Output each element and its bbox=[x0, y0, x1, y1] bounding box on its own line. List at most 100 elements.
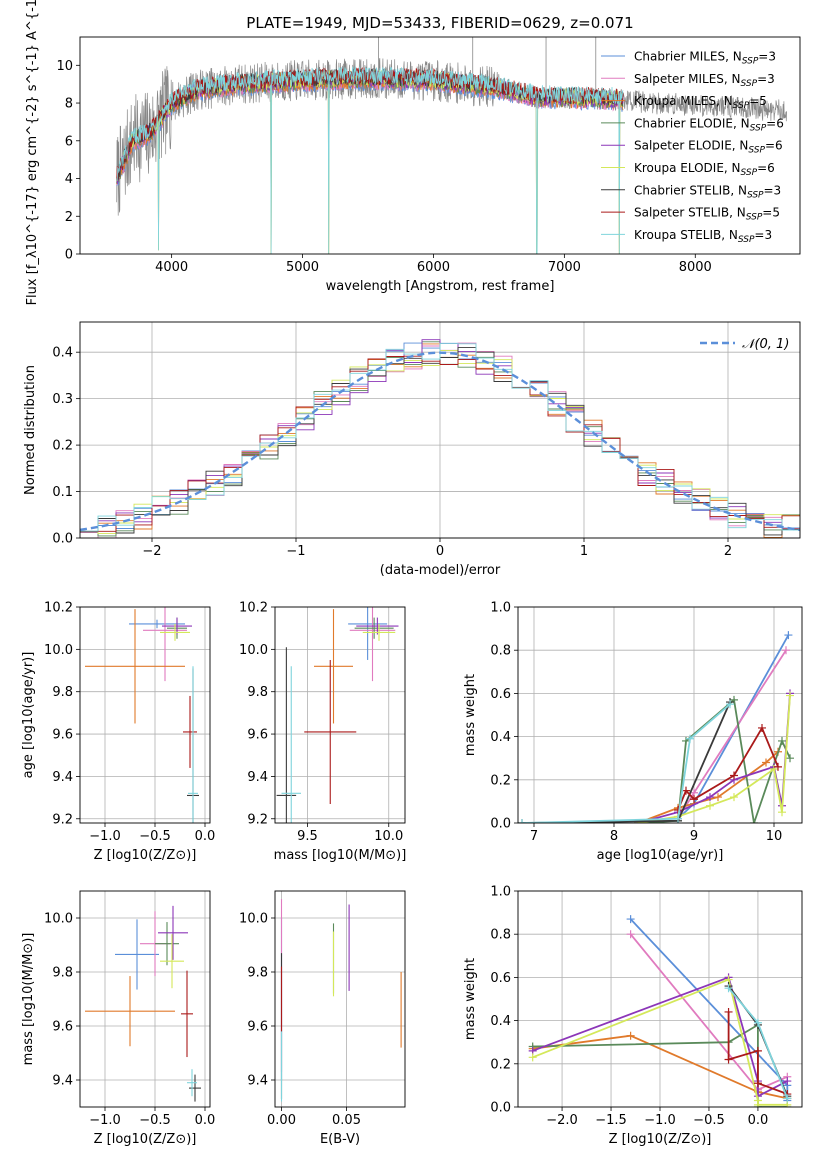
series-marker bbox=[626, 915, 635, 924]
errorbar-point-s6 bbox=[160, 934, 184, 989]
y-tick-label: 9.4 bbox=[52, 1074, 73, 1089]
series-marker bbox=[724, 1007, 733, 1016]
axes-frame bbox=[79, 606, 211, 824]
x-tick-label: 8 bbox=[610, 829, 618, 844]
legend-entry: 𝒩(0, 1) bbox=[742, 337, 789, 352]
series-line bbox=[521, 701, 731, 823]
y-tick-label: 8 bbox=[65, 97, 73, 112]
y-tick-label: 0.4 bbox=[490, 730, 511, 745]
series-line bbox=[637, 695, 791, 823]
grid bbox=[518, 890, 802, 1108]
mass-weight-series-s9 bbox=[518, 700, 734, 823]
series-marker bbox=[690, 795, 698, 804]
series-marker bbox=[626, 930, 635, 939]
spectrum-legend: Chabrier MILES, NSSP=3 Salpeter MILES, NS… bbox=[601, 50, 784, 245]
x-tick-label: 0.00 bbox=[267, 1113, 296, 1128]
y-axis-label: mass weight bbox=[463, 674, 478, 756]
y-tick-label: 0.2 bbox=[52, 439, 73, 454]
legend-entry: Salpeter ELODIE, NSSP=6 bbox=[634, 139, 783, 156]
series-marker bbox=[724, 1055, 733, 1064]
x-tick-label: 10 bbox=[766, 829, 783, 844]
errorbar-point-s7 bbox=[276, 647, 297, 823]
x-tick-label: 7000 bbox=[548, 260, 581, 275]
plot-area bbox=[518, 631, 794, 823]
x-tick-label: −2.0 bbox=[546, 1113, 578, 1128]
mass-weight-series-s1 bbox=[674, 631, 793, 823]
legend-entry: Chabrier MILES, NSSP=3 bbox=[634, 50, 776, 67]
axes: 7 8 9 10 0.0 0.2 0.4 0.6 0.8 1.0 age [log10(age/yr… bbox=[463, 601, 803, 863]
axes: −2.0 −1.5 −1.0 −0.5 0.0 0.0 0.2 0.4 0.6 0.8 1.0 Z [… bbox=[463, 885, 803, 1147]
errorbar-point-s1 bbox=[129, 619, 185, 629]
y-tick-label: 0.1 bbox=[52, 485, 73, 500]
y-tick-label: 9.6 bbox=[247, 728, 268, 743]
y-tick-label: 0.2 bbox=[490, 773, 511, 788]
errorbar-point-s4 bbox=[354, 617, 394, 639]
x-tick-label: 5000 bbox=[286, 260, 319, 275]
errorbar-point-s9 bbox=[281, 666, 301, 823]
series-marker bbox=[518, 819, 526, 823]
mass_weight_vs_Z-chart: −2.0 −1.5 −1.0 −0.5 0.0 0.0 0.2 0.4 0.6 0.8 1.0 Z [… bbox=[463, 885, 803, 1147]
y-tick-label: 0.4 bbox=[490, 1014, 511, 1029]
grid bbox=[275, 891, 405, 1107]
x-axis-label: Z [log10(Z/Z⊙)] bbox=[94, 1132, 197, 1147]
errorbar-point-s5 bbox=[162, 617, 192, 635]
plot-area bbox=[116, 37, 787, 254]
series-marker bbox=[674, 814, 682, 823]
x-tick-label: 0.0 bbox=[195, 829, 216, 844]
x-tick-label: 7 bbox=[530, 829, 538, 844]
series-marker bbox=[726, 700, 734, 709]
grid bbox=[275, 606, 405, 823]
x-tick-label: 4000 bbox=[155, 260, 188, 275]
legend-entry: Chabrier STELIB, NSSP=3 bbox=[634, 183, 781, 200]
y-tick-label: 9.8 bbox=[52, 966, 73, 981]
mass_vs_ebv-chart: 0.00 0.05 9.4 9.6 9.8 10.0 E(B-V) bbox=[239, 890, 406, 1147]
y-tick-label: 9.4 bbox=[247, 770, 268, 785]
axes: 4000 5000 6000 7000 8000 0 2 4 6 8 10 wavelength [A… bbox=[25, 0, 801, 305]
x-tick-label: −1 bbox=[286, 544, 305, 559]
series-marker bbox=[786, 754, 794, 763]
y-tick-label: 0.0 bbox=[490, 1101, 511, 1116]
x-tick-label: −1.5 bbox=[595, 1113, 627, 1128]
y-tick-label: 0.6 bbox=[490, 971, 511, 986]
errorbar-point-s8 bbox=[304, 659, 357, 804]
y-tick-label: 10.0 bbox=[44, 643, 73, 658]
errorbar-point-s2 bbox=[349, 607, 396, 682]
y-tick-label: 9.2 bbox=[52, 812, 73, 827]
y-tick-label: 10.2 bbox=[239, 601, 268, 616]
y-tick-label: 9.2 bbox=[247, 812, 268, 827]
series-marker bbox=[682, 786, 690, 795]
errorbar-point-s8 bbox=[181, 970, 193, 1058]
x-tick-label: 1 bbox=[580, 544, 588, 559]
axes: −2 −1 0 1 2 0.0 0.1 0.2 0.3 0.4 (data-model)/error… bbox=[23, 321, 801, 578]
residual-legend: 𝒩(0, 1) bbox=[700, 337, 789, 352]
legend-entry: Chabrier ELODIE, NSSP=6 bbox=[634, 116, 784, 133]
y-axis-label: Flux [f_λ10^{-17} erg cm^{-2} s^{-1} A^{… bbox=[25, 0, 40, 305]
errorbar-point-s6 bbox=[160, 623, 190, 641]
errorbar-point-s1 bbox=[348, 607, 388, 660]
x-tick-label: −1.0 bbox=[89, 1113, 121, 1128]
y-axis-label: mass weight bbox=[463, 958, 478, 1040]
x-axis-label: mass [log10(M/M⊙)] bbox=[274, 848, 407, 863]
y-tick-label: 0.4 bbox=[52, 346, 73, 361]
residual-histogram-s8 bbox=[80, 355, 800, 532]
y-tick-label: 1.0 bbox=[490, 601, 511, 616]
x-axis-label: wavelength [Angstrom, rest frame] bbox=[326, 279, 555, 294]
legend-entry: Kroupa MILES, NSSP=5 bbox=[634, 94, 767, 111]
x-axis-label: (data-model)/error bbox=[380, 563, 501, 578]
y-tick-label: 9.4 bbox=[52, 770, 73, 785]
series-marker bbox=[686, 734, 694, 743]
y-tick-label: 9.6 bbox=[52, 1020, 73, 1035]
series-line bbox=[521, 703, 731, 823]
x-tick-label: −1.0 bbox=[644, 1113, 676, 1128]
series-marker bbox=[758, 723, 766, 732]
series-marker bbox=[753, 1100, 762, 1107]
x-tick-label: 8000 bbox=[679, 260, 712, 275]
axes: 0.00 0.05 9.4 9.6 9.8 10.0 E(B-V) bbox=[239, 890, 406, 1147]
x-tick-label: 0.0 bbox=[748, 1113, 769, 1128]
y-tick-label: 9.8 bbox=[247, 966, 268, 981]
axes: 9.5 10.0 9.2 9.4 9.6 9.8 10.0 10.2 mass [log10(M… bbox=[239, 601, 406, 864]
y-tick-label: 0.8 bbox=[490, 644, 511, 659]
y-tick-label: 0.2 bbox=[490, 1057, 511, 1072]
x-tick-label: 6000 bbox=[417, 260, 450, 275]
plot-area bbox=[85, 607, 199, 823]
